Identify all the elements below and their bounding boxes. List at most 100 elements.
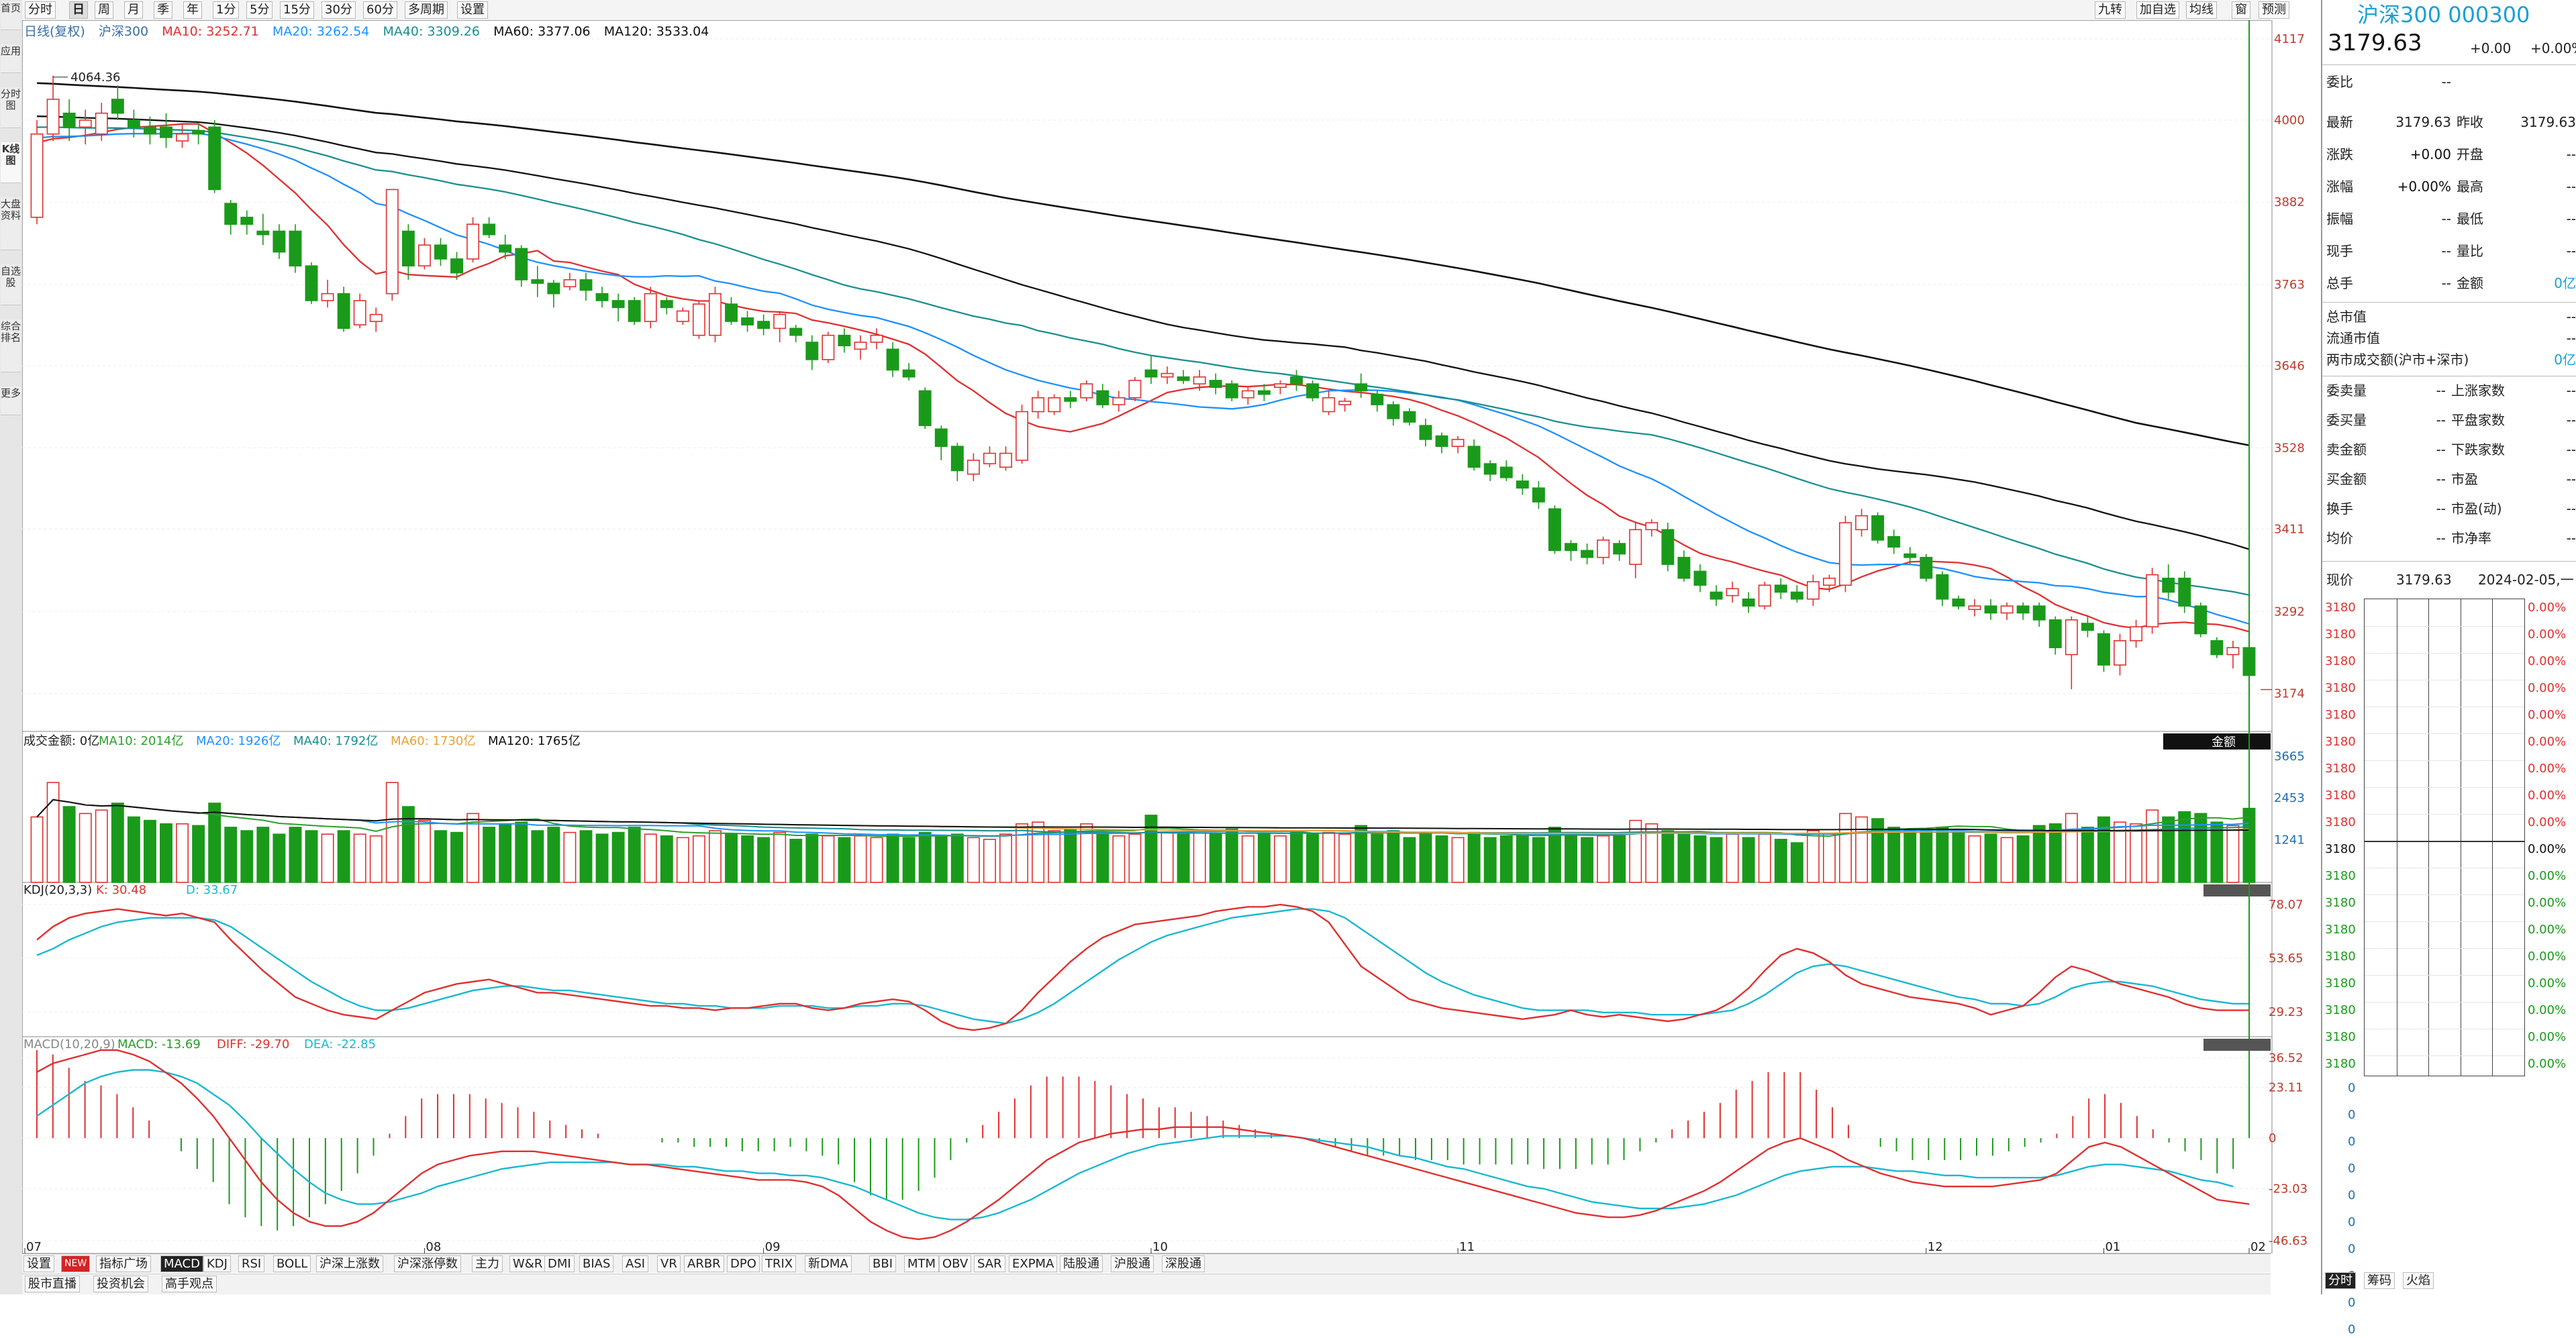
candle-body	[676, 310, 689, 322]
toolbar-right-3[interactable]: 窗	[2232, 1, 2250, 19]
indicator-tab-20[interactable]: MTM	[904, 1255, 940, 1272]
candle-body	[999, 452, 1012, 468]
candle-body	[950, 446, 964, 472]
indicator-tab-3[interactable]: MACD	[160, 1255, 203, 1272]
candle-body	[918, 390, 932, 426]
indicator-tab-1[interactable]: NEW	[61, 1255, 91, 1272]
mini-left-tick: 3180	[2325, 842, 2356, 856]
quote-value: +0.00	[2410, 146, 2451, 162]
candle-body	[95, 112, 108, 135]
indicator-tab-14[interactable]: VR	[657, 1255, 681, 1272]
candle-body	[2146, 574, 2159, 627]
panel-tab-1[interactable]: 筹码	[2364, 1272, 2395, 1289]
indicator-tab-24[interactable]: 陆股通	[1060, 1255, 1103, 1272]
volume-bar	[289, 827, 302, 883]
volume-bar	[1758, 833, 1771, 883]
toolbar-right-2[interactable]: 均线	[2186, 1, 2217, 19]
period-8[interactable]: 15分	[280, 1, 314, 19]
legend-prefix: 日线(复权)	[24, 24, 85, 39]
period-4[interactable]: 季	[154, 1, 172, 19]
period-11[interactable]: 多周期	[405, 1, 448, 19]
rail-item-1[interactable]: 应用	[1, 44, 21, 73]
period-12[interactable]: 设置	[457, 1, 488, 19]
toolbar-right-1[interactable]: 加自选	[2136, 1, 2179, 19]
rail-item-5[interactable]: 自选股	[1, 264, 21, 305]
period-1[interactable]: 日	[69, 1, 88, 19]
bottom-link-1[interactable]: 投资机会	[93, 1276, 148, 1292]
indicator-tab-26[interactable]: 深股通	[1162, 1255, 1205, 1272]
volume-bar	[1290, 830, 1303, 883]
indicator-tab-5[interactable]: RSI	[238, 1255, 265, 1272]
volume-bar	[1451, 837, 1465, 883]
volume-bar	[1790, 842, 1803, 883]
indicator-tab-2[interactable]: 指标广场	[96, 1255, 151, 1272]
indicator-tab-21[interactable]: OBV	[939, 1255, 972, 1272]
indicator-tab-9[interactable]: 主力	[472, 1255, 503, 1272]
candle-body	[305, 265, 318, 301]
period-5[interactable]: 年	[183, 1, 202, 19]
volume-bar	[1080, 823, 1093, 883]
indicator-tab-15[interactable]: ARBR	[684, 1255, 724, 1272]
kline-chart[interactable]: 4117 4000 3882 3763 3646 3528 3411 3292 3174 4064…	[22, 20, 2321, 1253]
period-10[interactable]: 60分	[363, 1, 397, 19]
candle-body	[725, 303, 738, 322]
period-2[interactable]: 周	[95, 1, 113, 19]
indicator-tab-6[interactable]: BOLL	[273, 1255, 311, 1272]
volume-bar	[305, 830, 318, 883]
panel-tab-0[interactable]: 分时	[2325, 1272, 2356, 1289]
indicator-tab-19[interactable]: BBI	[869, 1255, 897, 1272]
toolbar-right-0[interactable]: 九转	[2095, 1, 2126, 19]
rail-item-0[interactable]: 首页	[1, 1, 21, 30]
indicator-tab-8[interactable]: 沪深涨停数	[394, 1255, 461, 1272]
macd-panel-button[interactable]	[2203, 1039, 2271, 1051]
rail-item-4[interactable]: 大盘资料	[1, 197, 21, 250]
bottom-link-2[interactable]: 高手观点	[162, 1276, 217, 1292]
quote-label: 最低	[2457, 211, 2483, 227]
bottom-link-0[interactable]: 股市直播	[25, 1276, 80, 1292]
kdj-legend-name: KDJ(20,3,3)	[23, 883, 92, 897]
candle-body	[1565, 543, 1577, 552]
toolbar-right-4[interactable]: 预测	[2259, 1, 2289, 19]
indicator-tab-25[interactable]: 沪股通	[1111, 1255, 1154, 1272]
kdj-panel-button[interactable]	[2203, 884, 2271, 896]
period-9[interactable]: 30分	[321, 1, 356, 19]
indicator-tab-0[interactable]: 设置	[23, 1255, 54, 1272]
price-tick: 4117	[2274, 32, 2305, 46]
indicator-tab-7[interactable]: 沪深上涨数	[316, 1255, 383, 1272]
quote-label: 振幅	[2326, 211, 2353, 227]
period-6[interactable]: 1分	[213, 1, 240, 19]
indicator-tab-18[interactable]: 新DMA	[805, 1255, 852, 1272]
volume-bar	[709, 830, 722, 883]
amount-button[interactable]	[2163, 733, 2271, 750]
candle-body	[417, 244, 431, 267]
vol-legend-item: MA40: 1792亿	[293, 734, 378, 748]
indicator-tab-12[interactable]: BIAS	[579, 1255, 614, 1272]
period-3[interactable]: 月	[124, 1, 143, 19]
indicator-tab-23[interactable]: EXPMA	[1009, 1255, 1058, 1272]
panel-tab-2[interactable]: 火焰	[2403, 1272, 2434, 1289]
volume-bar	[1774, 839, 1787, 883]
rail-item-6[interactable]: 综合排名	[1, 319, 21, 372]
volume-bar	[1693, 835, 1707, 883]
indicator-tab-4[interactable]: KDJ	[203, 1255, 231, 1272]
volume-bar	[2114, 821, 2126, 883]
quote-label: 均价	[2326, 530, 2353, 546]
indicator-tab-10[interactable]: W&R	[509, 1255, 546, 1272]
candle-body	[1467, 446, 1481, 468]
candle-body	[1387, 404, 1400, 419]
volume-bar	[2226, 825, 2240, 883]
period-0[interactable]: 分时	[25, 1, 56, 19]
rail-item-2[interactable]: 分时图	[1, 87, 21, 128]
period-7[interactable]: 5分	[246, 1, 273, 19]
indicator-tab-11[interactable]: DMI	[544, 1255, 575, 1272]
quote-label: 昨收	[2457, 114, 2483, 130]
candle-body	[2162, 577, 2175, 593]
indicator-tab-17[interactable]: TRIX	[762, 1255, 797, 1272]
candle-body	[805, 342, 819, 360]
mini-right-tick: 0.00%	[2528, 1030, 2567, 1044]
indicator-tab-13[interactable]: ASI	[622, 1255, 649, 1272]
rail-item-3[interactable]: K线图	[1, 142, 21, 183]
rail-item-7[interactable]: 更多	[1, 387, 21, 415]
indicator-tab-16[interactable]: DPO	[727, 1255, 760, 1272]
indicator-tab-22[interactable]: SAR	[974, 1255, 1005, 1272]
